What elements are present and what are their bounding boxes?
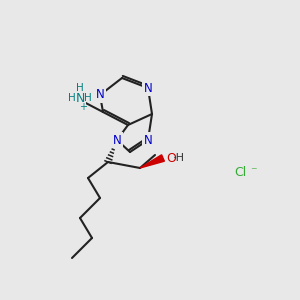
Text: H: H <box>68 93 76 103</box>
Text: H: H <box>84 93 92 103</box>
Text: ⁻: ⁻ <box>250 166 256 178</box>
Polygon shape <box>140 155 164 168</box>
Text: N: N <box>144 134 152 146</box>
Text: Cl: Cl <box>234 166 246 178</box>
Text: N: N <box>75 92 85 104</box>
Text: O: O <box>166 152 176 164</box>
Text: N: N <box>112 134 122 146</box>
Text: N: N <box>96 88 104 101</box>
Text: +: + <box>79 102 87 112</box>
Text: H: H <box>76 83 84 93</box>
Text: N: N <box>144 82 152 94</box>
Text: ·H: ·H <box>173 153 185 163</box>
